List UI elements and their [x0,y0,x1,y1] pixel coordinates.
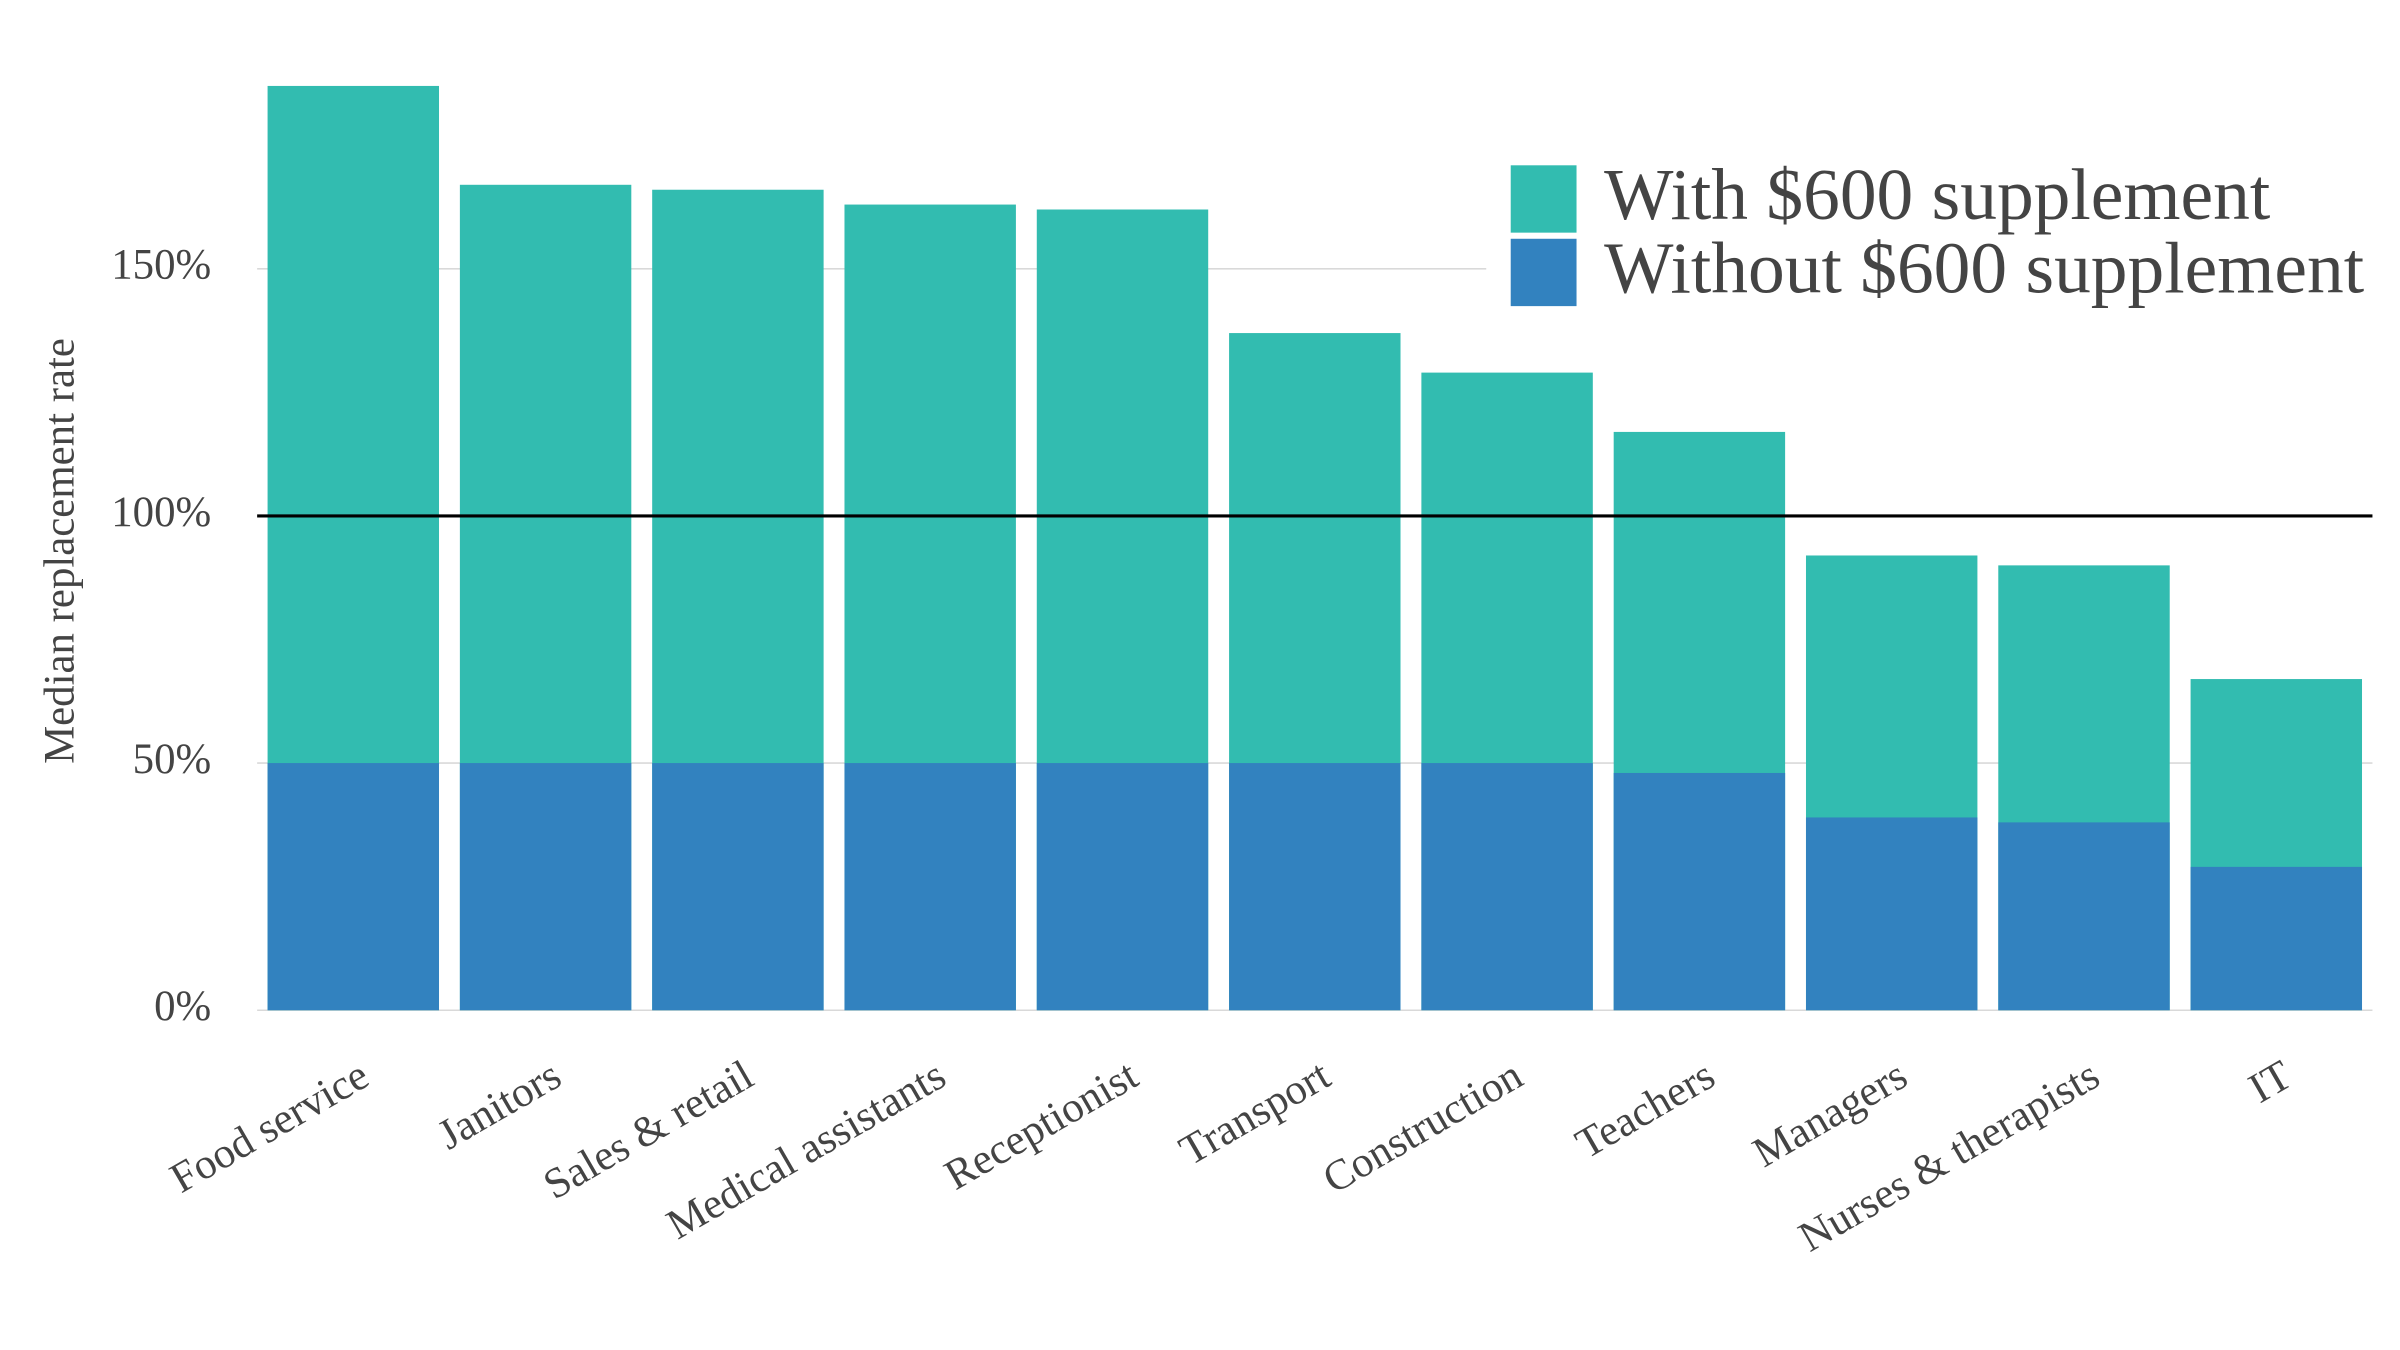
legend-label: Without $600 supplement [1604,227,2364,308]
x-tick-label: Construction [1315,1052,1530,1203]
x-tick-label: Janitors [430,1052,569,1159]
legend-background [1486,150,2400,322]
bar [2190,866,2363,1011]
y-tick-label: 50% [133,736,212,783]
bar [1421,763,1593,1011]
y-tick-label: 100% [111,489,211,536]
x-tick-label: Teachers [1568,1052,1723,1169]
x-tick-label: IT [2241,1052,2300,1113]
legend-swatch [1510,238,1577,307]
bar [267,763,440,1011]
y-axis-label: Median replacement rate [36,338,83,764]
bar [459,763,632,1011]
x-tick-label: Transport [1172,1052,1339,1175]
bar [844,763,1016,1011]
bar [652,763,824,1011]
y-tick-label: 150% [111,242,211,289]
x-tick-label: Food service [163,1052,377,1203]
bar [1805,817,1978,1011]
legend-label: With $600 supplement [1604,154,2270,235]
bar [1036,763,1209,1011]
legend-swatch [1510,165,1577,233]
x-tick-label: Receptionist [937,1052,1146,1200]
bar [1998,822,2170,1011]
y-tick-label: 0% [154,983,211,1030]
bar [1613,772,1786,1011]
bar [1229,763,1401,1011]
x-tick-label: Managers [1745,1052,1915,1177]
